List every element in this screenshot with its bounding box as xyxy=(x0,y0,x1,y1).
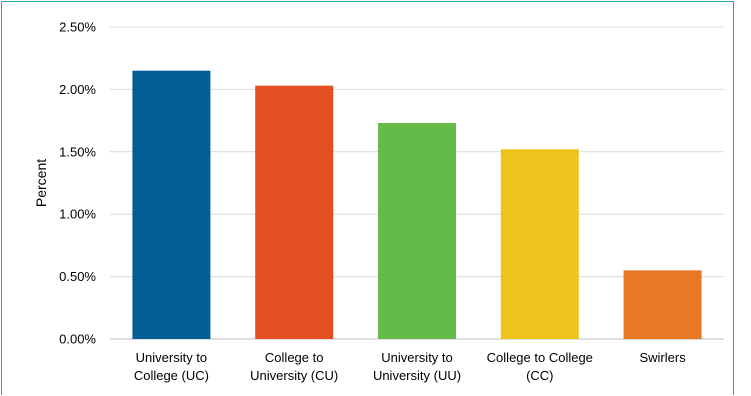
x-category-label: University to University (UU) xyxy=(373,350,461,383)
bars xyxy=(132,70,702,340)
bar xyxy=(378,123,456,339)
chart-frame xyxy=(1,1,733,395)
y-tick-label: 0.00% xyxy=(59,332,96,347)
y-tick-label: 2.50% xyxy=(59,20,96,35)
bar xyxy=(132,70,211,340)
chart-frame-edge xyxy=(733,1,734,395)
y-tick-label: 2.00% xyxy=(59,82,96,97)
bar xyxy=(500,149,579,339)
y-tick-label: 0.50% xyxy=(59,269,96,284)
y-axis-title: Percent xyxy=(33,159,49,207)
x-category-label: Swirlers xyxy=(639,350,686,365)
y-axis-tick-labels: 0.00% 0.50% 1.00% 1.50% 2.00% 2.50% xyxy=(59,20,96,347)
x-category-label: College to College (CC) xyxy=(487,350,593,383)
bar xyxy=(255,85,334,339)
x-category-label: College to University (CU) xyxy=(250,350,338,383)
x-category-label: University to College (UC) xyxy=(134,350,209,383)
bar xyxy=(623,270,702,339)
y-tick-label: 1.00% xyxy=(59,207,96,222)
x-axis-category-labels: University to College (UC) College to Unive… xyxy=(134,350,686,383)
y-tick-label: 1.50% xyxy=(59,144,96,159)
